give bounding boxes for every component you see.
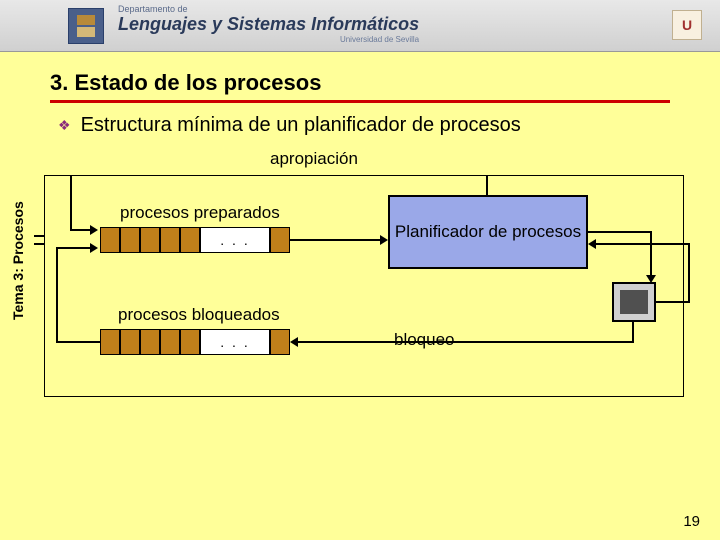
chevron-left-icon (290, 337, 298, 347)
queue-cell-filled (140, 227, 160, 253)
queue-dots: . . . (220, 232, 249, 248)
queue-bloqueados: . . . (100, 329, 290, 355)
label-apropiacion: apropiación (270, 149, 358, 169)
queue-cell-empty: . . . (200, 329, 270, 355)
label-bloqueo: bloqueo (394, 330, 455, 350)
page-number: 19 (683, 513, 700, 530)
queue-preparados: . . . (100, 227, 290, 253)
arrow-line (632, 322, 634, 342)
chevron-right-icon (380, 235, 388, 245)
banner-department: Departamento de (118, 4, 419, 14)
arrow-line (56, 341, 100, 343)
queue-dots: . . . (220, 334, 249, 350)
arrow-line (56, 247, 92, 249)
queue-cell-filled (180, 227, 200, 253)
banner-main-title: Lenguajes y Sistemas Informáticos (118, 14, 419, 35)
chevron-right-icon (90, 225, 98, 235)
cpu-inner (620, 290, 648, 314)
banner-university: Universidad de Sevilla (118, 35, 419, 44)
queue-cell-filled (270, 329, 290, 355)
queue-cell-filled (270, 227, 290, 253)
arrow-line (688, 243, 690, 303)
queue-cell-empty: . . . (200, 227, 270, 253)
bullet-row: ❖ Estructura mínima de un planificador d… (58, 114, 521, 137)
chevron-down-icon (646, 275, 656, 283)
sidebar-label: Tema 3: Procesos (10, 201, 26, 320)
arrow-line (486, 175, 488, 195)
arrow-line (34, 243, 44, 245)
queue-cell-filled (120, 329, 140, 355)
arrow-line (290, 239, 380, 241)
queue-cell-filled (120, 227, 140, 253)
arrow-line (34, 235, 44, 237)
arrow-line (650, 231, 652, 279)
slide-title: 3. Estado de los procesos (50, 70, 321, 96)
planificador-box: Planificador de procesos (388, 195, 588, 269)
arrow-line (654, 301, 690, 303)
scheduler-diagram: apropiación procesos preparados . . . pr… (32, 147, 692, 427)
arrow-line (70, 229, 92, 231)
queue-cell-filled (100, 329, 120, 355)
label-bloqueados: procesos bloqueados (118, 305, 280, 325)
banner-text: Departamento de Lenguajes y Sistemas Inf… (118, 4, 419, 44)
queue-cell-filled (180, 329, 200, 355)
chevron-right-icon (90, 243, 98, 253)
arrow-line (298, 341, 634, 343)
queue-cell-filled (140, 329, 160, 355)
arrow-line (70, 175, 72, 231)
cpu-icon (612, 282, 656, 322)
queue-cell-filled (160, 329, 180, 355)
label-preparados: procesos preparados (120, 203, 280, 223)
dept-logo-icon (68, 8, 104, 44)
queue-cell-filled (100, 227, 120, 253)
title-underline (50, 100, 670, 103)
arrow-line (588, 231, 652, 233)
slide-body: 3. Estado de los procesos ❖ Estructura m… (0, 52, 720, 540)
bullet-diamond-icon: ❖ (58, 117, 71, 134)
arrow-line (594, 243, 690, 245)
queue-cell-filled (160, 227, 180, 253)
bullet-text: Estructura mínima de un planificador de … (81, 114, 521, 137)
header-banner: Departamento de Lenguajes y Sistemas Inf… (0, 0, 720, 52)
chevron-left-icon (588, 239, 596, 249)
arrow-line (56, 247, 58, 343)
university-logo-icon: U (672, 10, 702, 40)
